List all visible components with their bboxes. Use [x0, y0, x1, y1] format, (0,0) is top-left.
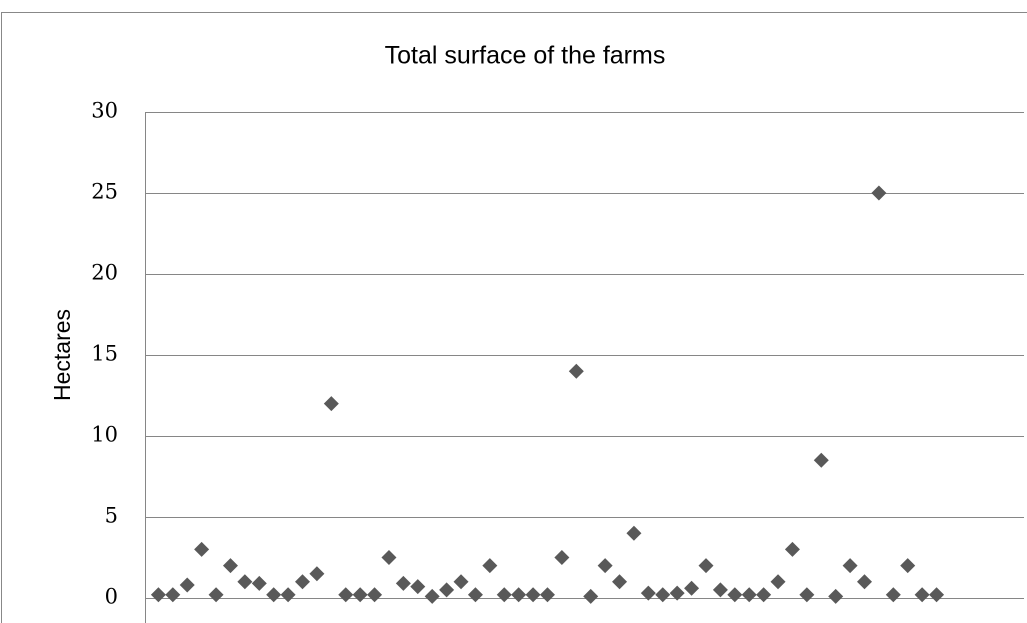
y-tick-label: 0 — [105, 585, 118, 609]
y-tick-label: 30 — [91, 99, 118, 123]
marker — [352, 587, 368, 603]
marker — [410, 579, 426, 595]
marker — [727, 587, 743, 603]
marker — [698, 558, 714, 574]
marker — [597, 558, 613, 574]
marker — [424, 588, 440, 604]
marker — [857, 574, 872, 590]
marker — [237, 574, 253, 590]
marker — [712, 582, 728, 598]
marker — [496, 587, 512, 603]
marker — [929, 587, 945, 603]
y-tick-label: 5 — [105, 504, 118, 528]
marker — [655, 587, 671, 603]
marker — [583, 588, 599, 604]
marker — [612, 574, 628, 590]
marker — [626, 525, 642, 541]
marker — [309, 566, 325, 582]
marker — [150, 587, 166, 603]
marker — [885, 587, 901, 603]
marker — [684, 580, 700, 596]
marker — [640, 585, 656, 601]
marker — [813, 452, 829, 468]
marker — [669, 585, 685, 601]
marker — [295, 574, 311, 590]
y-tick-label: 20 — [91, 261, 118, 285]
marker — [165, 587, 181, 603]
marker — [280, 587, 296, 603]
marker — [741, 587, 757, 603]
marker — [381, 550, 397, 565]
marker — [439, 582, 455, 598]
marker — [511, 587, 527, 603]
marker — [251, 575, 267, 591]
marker — [554, 550, 570, 565]
marker — [828, 588, 844, 604]
y-axis-title: Hectares — [49, 309, 75, 401]
marker — [395, 575, 411, 591]
marker — [194, 541, 210, 557]
marker — [179, 577, 195, 593]
marker — [222, 558, 238, 574]
marker — [338, 587, 354, 603]
marker — [266, 587, 282, 603]
marker — [208, 587, 224, 603]
chart-title: Total surface of the farms — [385, 42, 666, 70]
marker — [900, 558, 916, 574]
marker — [770, 574, 786, 590]
marker — [453, 574, 469, 590]
marker — [482, 558, 498, 574]
marker — [323, 396, 339, 412]
chart-frame — [1, 12, 1027, 623]
y-tick-label: 25 — [91, 180, 118, 204]
marker — [871, 185, 887, 201]
marker — [799, 587, 815, 603]
marker — [756, 587, 772, 603]
marker — [842, 558, 858, 574]
marker — [525, 587, 541, 603]
marker — [367, 587, 383, 603]
y-tick-label: 15 — [91, 342, 118, 366]
marker — [539, 587, 555, 603]
y-tick-label: 10 — [91, 423, 118, 447]
marker — [914, 587, 930, 603]
marker — [467, 587, 483, 603]
marker — [568, 363, 584, 379]
marker — [784, 541, 800, 557]
